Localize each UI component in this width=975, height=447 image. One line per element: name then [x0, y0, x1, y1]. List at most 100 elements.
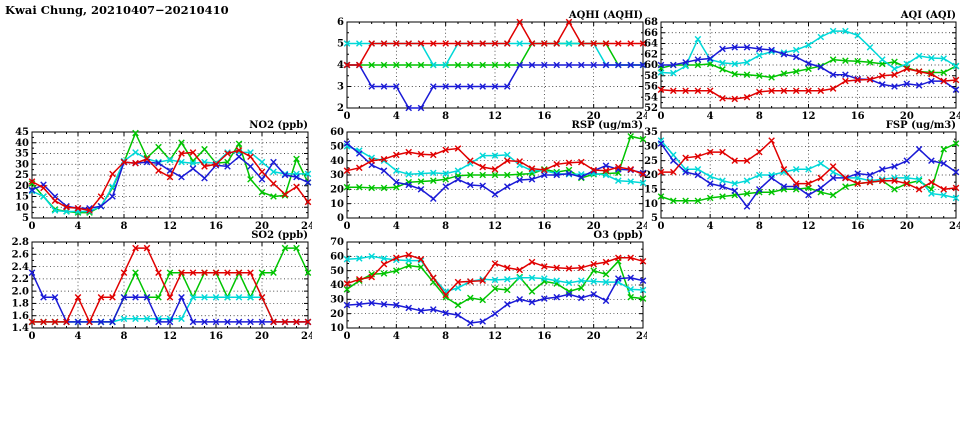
svg-text:0: 0	[344, 221, 351, 232]
svg-text:4: 4	[393, 331, 400, 342]
svg-text:5: 5	[651, 213, 658, 224]
svg-text:12: 12	[802, 221, 816, 232]
svg-text:2.0: 2.0	[12, 286, 29, 297]
svg-text:8: 8	[442, 331, 449, 342]
svg-text:15: 15	[644, 185, 658, 196]
svg-text:2: 2	[337, 103, 344, 114]
svg-text:0: 0	[337, 213, 344, 224]
svg-text:12: 12	[163, 331, 177, 342]
chart-o3-plot: 0 4 8 12 16 20 24 10 20 30 40 50 60 70	[330, 237, 647, 342]
svg-text:0: 0	[658, 221, 665, 232]
svg-text:24: 24	[636, 111, 647, 122]
svg-text:16: 16	[851, 221, 865, 232]
svg-text:0: 0	[344, 111, 351, 122]
svg-text:20: 20	[330, 185, 344, 196]
svg-text:20: 20	[255, 221, 269, 232]
chart-aqi: AQI (AQI) 0 4 8 12 16 20 24 52 54 56 58 60 62 64 66 68	[629, 10, 960, 124]
chart-no2-title: NO2 (ppb)	[249, 120, 308, 131]
chart-aqi-title: AQI (AQI)	[900, 10, 956, 21]
svg-text:2.6: 2.6	[12, 249, 29, 260]
svg-text:8: 8	[121, 221, 128, 232]
chart-so2-plot: 0 4 8 12 16 20 24 1.41.61.8 2.02.22.4 2.62.8	[12, 237, 312, 342]
svg-text:35: 35	[15, 149, 29, 160]
svg-text:12: 12	[488, 331, 502, 342]
chart-aqhi-plot: 0 4 8 12 16 20 24 2 3 4 5 6	[337, 17, 647, 122]
svg-text:24: 24	[301, 221, 312, 232]
svg-text:60: 60	[330, 127, 344, 138]
svg-text:12: 12	[488, 111, 502, 122]
svg-text:25: 25	[15, 170, 29, 181]
svg-text:45: 45	[15, 127, 29, 138]
chart-fsp-plot: 0 4 8 12 16 20 24 5 10 15 20 25 30 35	[644, 127, 960, 232]
svg-text:0: 0	[29, 331, 36, 342]
svg-text:0: 0	[658, 111, 665, 122]
svg-text:24: 24	[636, 331, 647, 342]
svg-text:16: 16	[537, 111, 551, 122]
svg-text:1.8: 1.8	[12, 299, 29, 310]
svg-text:6: 6	[337, 17, 344, 28]
svg-text:30: 30	[330, 170, 344, 181]
svg-text:2.2: 2.2	[12, 274, 29, 285]
svg-text:66: 66	[644, 28, 658, 39]
svg-text:16: 16	[537, 221, 551, 232]
svg-text:24: 24	[949, 111, 960, 122]
svg-text:60: 60	[330, 252, 344, 263]
svg-text:0: 0	[344, 331, 351, 342]
svg-text:20: 20	[900, 221, 914, 232]
svg-text:10: 10	[644, 199, 658, 210]
chart-so2-title: SO2 (ppb)	[251, 230, 308, 241]
svg-text:1.4: 1.4	[12, 323, 29, 334]
svg-text:4: 4	[75, 331, 82, 342]
svg-text:4: 4	[393, 221, 400, 232]
svg-text:40: 40	[330, 280, 344, 291]
svg-text:20: 20	[587, 331, 601, 342]
chart-aqhi: AQHI (AQHI) 0 4 8 12 16 20 24 2 3 4 5 6	[315, 10, 647, 124]
svg-text:2.4: 2.4	[12, 262, 29, 273]
svg-text:16: 16	[209, 221, 223, 232]
chart-aqhi-title: AQHI (AQHI)	[568, 10, 643, 21]
chart-fsp: FSP (ug/m3) 0 4 8 12 16 20 24 5 10 15 20 25 30 35	[629, 120, 960, 234]
svg-text:8: 8	[756, 111, 763, 122]
svg-text:5: 5	[22, 213, 29, 224]
svg-text:12: 12	[488, 221, 502, 232]
svg-text:5: 5	[337, 39, 344, 50]
chart-o3-title: O3 (ppb)	[593, 230, 643, 241]
chart-no2: NO2 (ppb) 0 4 8 12 16 20 24 5 10 15 20 25 30 35 40 45	[0, 120, 312, 234]
svg-text:12: 12	[163, 221, 177, 232]
svg-text:68: 68	[644, 17, 658, 28]
svg-text:4: 4	[337, 60, 344, 71]
svg-text:12: 12	[802, 111, 816, 122]
chart-so2: SO2 (ppb) 0 4 8 12 16 20 24 1.4 1.6 1.8 2.0 2.2 2.4 2…	[0, 230, 312, 344]
page-title: Kwai Chung, 20210407−20210410	[5, 3, 229, 17]
svg-text:2.8: 2.8	[12, 237, 29, 248]
svg-text:62: 62	[644, 49, 658, 60]
svg-text:56: 56	[644, 82, 658, 93]
svg-text:52: 52	[644, 103, 658, 114]
svg-text:1.6: 1.6	[12, 311, 29, 322]
svg-text:60: 60	[644, 60, 658, 71]
svg-text:20: 20	[255, 331, 269, 342]
svg-text:24: 24	[636, 221, 647, 232]
svg-text:50: 50	[330, 266, 344, 277]
svg-text:24: 24	[301, 331, 312, 342]
svg-text:4: 4	[707, 111, 714, 122]
svg-text:58: 58	[644, 71, 658, 82]
svg-text:8: 8	[121, 331, 128, 342]
svg-text:50: 50	[330, 142, 344, 153]
chart-rsp-title: RSP (ug/m3)	[571, 120, 643, 131]
svg-text:8: 8	[442, 111, 449, 122]
svg-text:10: 10	[330, 323, 344, 334]
svg-text:40: 40	[15, 138, 29, 149]
svg-text:30: 30	[330, 295, 344, 306]
svg-text:20: 20	[587, 111, 601, 122]
svg-text:20: 20	[587, 221, 601, 232]
svg-text:30: 30	[644, 142, 658, 153]
svg-text:35: 35	[644, 127, 658, 138]
svg-text:4: 4	[393, 111, 400, 122]
svg-text:20: 20	[15, 181, 29, 192]
chart-rsp: RSP (ug/m3) 0 4 8 12 16 20 24 0 10 20 30 40 50 60	[315, 120, 647, 234]
svg-text:8: 8	[756, 221, 763, 232]
